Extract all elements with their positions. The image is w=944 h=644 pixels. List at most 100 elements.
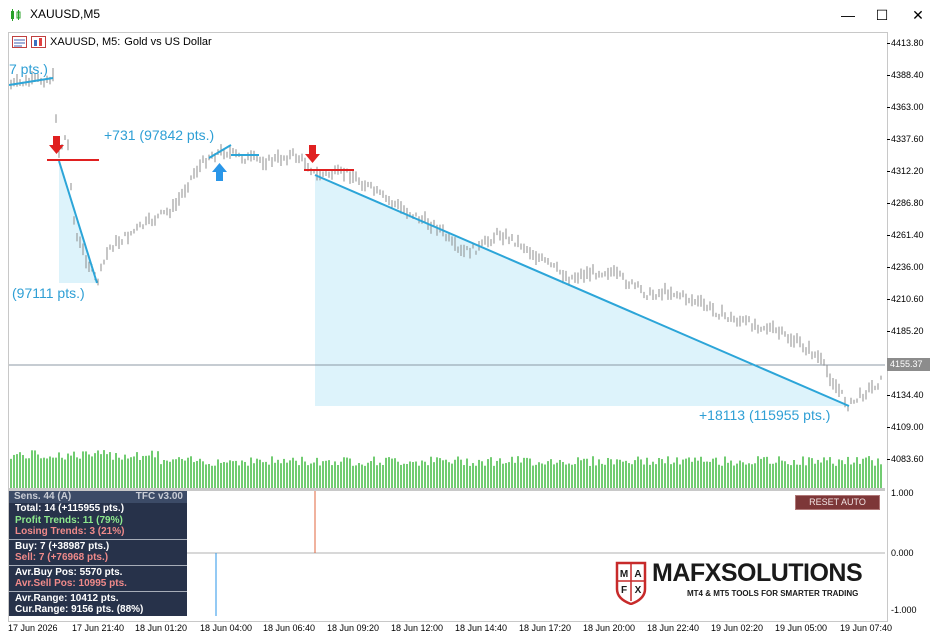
current-price-label: 4155.37 — [887, 358, 930, 371]
time-label: 19 Jun 05:00 — [775, 623, 828, 633]
chart-header: XAUUSD, M5: Gold vs US Dollar — [12, 36, 212, 48]
maximize-icon: ☐ — [875, 6, 889, 23]
price-tick — [887, 267, 890, 268]
time-label: 18 Jun 01:20 — [135, 623, 188, 633]
subwindow-label-mid: 0.000 — [891, 548, 914, 558]
logo-brand: MAFXSOLUTIONS — [652, 559, 863, 587]
price-label: 4261.40 — [891, 230, 924, 240]
price-tick — [887, 331, 890, 332]
logo-mark-f: F — [621, 585, 627, 596]
close-button[interactable]: ✕ — [900, 0, 936, 30]
sell-arrow-icon — [305, 145, 320, 163]
price-tick — [887, 299, 890, 300]
price-tick — [887, 139, 890, 140]
minimize-icon: — — [841, 7, 855, 23]
chart-frame — [8, 32, 888, 622]
panel-avr-sell: Avr.Sell Pos: 10995 pts. — [15, 578, 127, 589]
chart-window-icon — [11, 9, 21, 21]
annotation-rise: +731 (97842 pts.) — [104, 127, 215, 143]
price-label: 4134.40 — [891, 390, 924, 400]
time-label: 17 Jun 21:40 — [72, 623, 125, 633]
subwindow-label-bottom: -1.000 — [891, 605, 917, 615]
price-tick — [887, 395, 890, 396]
price-label: 4312.20 — [891, 166, 924, 176]
stats-panel: Sens. 44 (A) TFC v3.00 Total: 14 (+11595… — [9, 491, 187, 616]
time-label: 18 Jun 14:40 — [455, 623, 508, 633]
indicator-subwindow[interactable] — [9, 491, 885, 616]
time-label: 18 Jun 09:20 — [327, 623, 380, 633]
subwindow-separator[interactable] — [9, 488, 885, 491]
price-candles — [10, 68, 882, 412]
annotation-final-drop: +18113 (115955 pts.) — [699, 407, 831, 423]
trend-line-rise — [208, 144, 232, 159]
logo-mark-x: X — [635, 585, 642, 596]
chart-symbol: XAUUSD, M5: — [50, 36, 121, 48]
time-label: 18 Jun 06:40 — [263, 623, 316, 633]
price-tick — [887, 107, 890, 108]
annotation-top-left: 7 pts.) — [9, 61, 48, 77]
price-tick — [887, 427, 890, 428]
price-tick — [887, 203, 890, 204]
price-label: 4236.00 — [891, 262, 924, 272]
price-chart[interactable] — [9, 33, 885, 488]
buy-arrow-icon — [212, 163, 227, 181]
maximize-button[interactable]: ☐ — [864, 0, 900, 30]
price-label: 4388.40 — [891, 70, 924, 80]
price-tick — [887, 75, 890, 76]
price-scale[interactable]: 4413.80 4388.40 4363.00 4337.60 4312.20 4286.… — [887, 32, 944, 620]
chart-bars-icon — [31, 36, 46, 48]
mafx-logo: M A F X MAFXSOLUTIONS MT4 & MT5 TOOLS FO… — [615, 559, 877, 605]
price-label: 4363.00 — [891, 102, 924, 112]
logo-mark-m: M — [620, 569, 628, 580]
time-label: 17 Jun 2026 — [8, 623, 58, 633]
panel-divider — [9, 565, 187, 566]
time-label: 19 Jun 07:40 — [840, 623, 893, 633]
close-icon: ✕ — [912, 6, 924, 23]
price-tick — [887, 171, 890, 172]
subwindow-label-top: 1.000 — [891, 488, 914, 498]
price-label: 4413.80 — [891, 38, 924, 48]
price-label: 4210.60 — [891, 294, 924, 304]
price-label: 4109.00 — [891, 422, 924, 432]
logo-tagline: MT4 & MT5 TOOLS FOR SMARTER TRADING — [687, 589, 859, 598]
trend-line-first-drop — [58, 160, 98, 284]
time-label: 18 Jun 04:00 — [200, 623, 253, 633]
time-axis[interactable]: 17 Jun 2026 17 Jun 21:40 18 Jun 01:20 18 Ju… — [0, 620, 944, 644]
time-label: 18 Jun 22:40 — [647, 623, 700, 633]
price-tick — [887, 459, 890, 460]
panel-avr-buy: Avr.Buy Pos: 5570 pts. — [15, 567, 123, 578]
panel-header: Sens. 44 (A) TFC v3.00 — [9, 491, 187, 503]
time-label: 18 Jun 20:00 — [583, 623, 636, 633]
time-label: 18 Jun 17:20 — [519, 623, 572, 633]
price-tick — [887, 43, 890, 44]
price-label: 4185.20 — [891, 326, 924, 336]
panel-sensitivity: Sens. 44 (A) — [14, 491, 72, 502]
time-label: 18 Jun 12:00 — [391, 623, 444, 633]
price-label: 4337.60 — [891, 134, 924, 144]
chart-list-icon — [12, 36, 27, 48]
panel-divider — [9, 591, 187, 592]
panel-buy: Buy: 7 (+38987 pts.) — [15, 541, 110, 552]
window-title: XAUUSD,M5 — [30, 7, 101, 21]
trend-line-final-drop — [314, 174, 850, 407]
annotation-first-drop: (97111 pts.) — [12, 285, 85, 301]
logo-mark-a: A — [634, 569, 641, 580]
volume-bars — [10, 450, 882, 488]
price-label: 4286.80 — [891, 198, 924, 208]
panel-version: TFC v3.00 — [135, 491, 183, 502]
price-tick — [887, 235, 890, 236]
panel-losing-trends: Losing Trends: 3 (21%) — [15, 526, 125, 537]
panel-avr-range: Avr.Range: 10412 pts. — [15, 593, 119, 604]
trend-line-top-left — [9, 77, 54, 86]
panel-profit-trends: Profit Trends: 11 (79%) — [15, 515, 123, 526]
sell-arrow-icon — [49, 136, 64, 154]
minimize-button[interactable]: — — [830, 0, 866, 30]
reset-auto-button[interactable]: RESET AUTO — [795, 495, 880, 510]
price-label: 4083.60 — [891, 454, 924, 464]
panel-divider — [9, 539, 187, 540]
time-label: 19 Jun 02:20 — [711, 623, 764, 633]
mafx-shield-icon: M A F X — [615, 561, 647, 605]
chart-description: Gold vs US Dollar — [124, 36, 212, 48]
panel-sell: Sell: 7 (+76968 pts.) — [15, 552, 109, 563]
panel-total: Total: 14 (+115955 pts.) — [15, 503, 125, 514]
